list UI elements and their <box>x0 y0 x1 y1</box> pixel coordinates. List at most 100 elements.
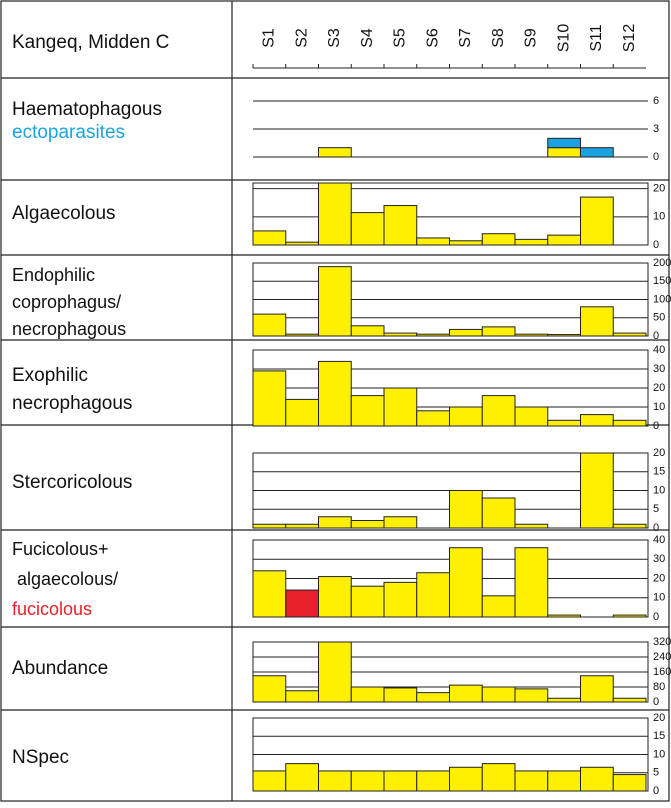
bar <box>580 452 614 529</box>
bar <box>350 585 385 618</box>
bar <box>580 675 614 703</box>
bar <box>285 523 319 529</box>
bar <box>449 328 483 337</box>
bar <box>416 572 450 618</box>
bar <box>580 196 614 246</box>
bar <box>252 770 287 792</box>
bar <box>612 419 647 427</box>
y-tick-label: 50 <box>653 312 665 324</box>
bar <box>481 686 516 703</box>
bar <box>580 766 614 792</box>
bar <box>416 770 450 792</box>
bar <box>547 614 581 618</box>
bar <box>350 395 385 427</box>
bar <box>350 212 385 246</box>
bar <box>252 370 287 427</box>
bar <box>547 419 581 427</box>
column-label: S12 <box>621 24 638 53</box>
bar <box>285 690 319 703</box>
bar <box>612 614 647 618</box>
panel-label: Stercoricolous <box>12 472 132 493</box>
bar <box>547 334 581 337</box>
bar <box>449 240 483 246</box>
y-tick-label: 200 <box>653 257 671 269</box>
bar <box>350 770 385 792</box>
bar <box>547 137 581 149</box>
panel-label: Algaecolous <box>12 203 116 224</box>
bar <box>318 266 352 337</box>
bar <box>514 333 549 337</box>
panel-label: Endophilic <box>12 265 95 285</box>
y-tick-label: 150 <box>653 275 671 287</box>
y-tick-label: 6 <box>653 95 659 107</box>
bar <box>318 576 352 618</box>
panel-label: ectoparasites <box>12 122 125 143</box>
bar <box>449 406 483 427</box>
y-tick-label: 40 <box>653 344 665 356</box>
y-tick-label: 20 <box>653 712 665 724</box>
panel-label: Fucicolous+ <box>12 539 109 559</box>
y-tick-label: 40 <box>653 534 665 546</box>
bar <box>416 333 450 337</box>
bar <box>383 770 418 792</box>
column-label: S11 <box>588 24 605 51</box>
column-label: S2 <box>293 28 310 48</box>
bar <box>514 238 549 246</box>
y-tick-label: 5 <box>653 767 659 779</box>
bar <box>514 406 549 427</box>
header-title: Kangeq, Midden C <box>12 32 169 53</box>
bar <box>318 516 352 529</box>
bar <box>318 360 352 427</box>
bar <box>416 410 450 427</box>
bar <box>612 523 647 529</box>
column-label: S4 <box>359 28 376 48</box>
bar <box>481 595 516 618</box>
bar <box>449 490 483 529</box>
y-tick-label: 0 <box>653 151 659 163</box>
bar <box>350 686 385 703</box>
y-tick-label: 320 <box>653 636 671 648</box>
y-tick-label: 20 <box>653 382 665 394</box>
bar <box>252 675 287 703</box>
bar <box>612 332 647 337</box>
bar <box>383 687 418 703</box>
y-tick-label: 5 <box>653 503 659 515</box>
y-tick-label: 10 <box>653 401 665 413</box>
y-tick-label: 240 <box>653 651 671 663</box>
column-label: S8 <box>490 28 507 48</box>
bar <box>580 306 614 337</box>
bar <box>285 333 319 337</box>
bar <box>252 313 287 337</box>
column-label: S10 <box>555 24 572 53</box>
y-tick-label: 0 <box>653 696 659 708</box>
bar <box>547 147 581 158</box>
y-tick-label: 15 <box>653 730 665 742</box>
bar <box>252 523 287 529</box>
bar <box>612 697 647 703</box>
column-label: S7 <box>457 28 474 48</box>
bar <box>383 205 418 246</box>
bar <box>252 570 287 618</box>
y-tick-label: 0 <box>653 785 659 797</box>
y-tick-label: 30 <box>653 363 665 375</box>
bar <box>285 763 319 792</box>
bar <box>481 763 516 792</box>
bar <box>481 233 516 246</box>
column-label: S9 <box>523 28 540 48</box>
bar <box>285 241 319 246</box>
bar <box>416 237 450 246</box>
bar <box>612 774 647 792</box>
panel-label: algaecolous/ <box>12 569 118 589</box>
bar <box>383 516 418 529</box>
bar <box>514 770 549 792</box>
y-tick-label: 10 <box>653 484 665 496</box>
panel-label: fucicolous <box>12 599 92 619</box>
bar <box>481 497 516 529</box>
bar <box>416 692 450 703</box>
panel-label: coprophagus/ <box>12 292 121 312</box>
bar <box>449 547 483 618</box>
y-tick-label: 0 <box>653 420 659 432</box>
bar <box>318 641 352 703</box>
bar <box>481 326 516 337</box>
panel-label: Haematophagous <box>12 99 162 120</box>
